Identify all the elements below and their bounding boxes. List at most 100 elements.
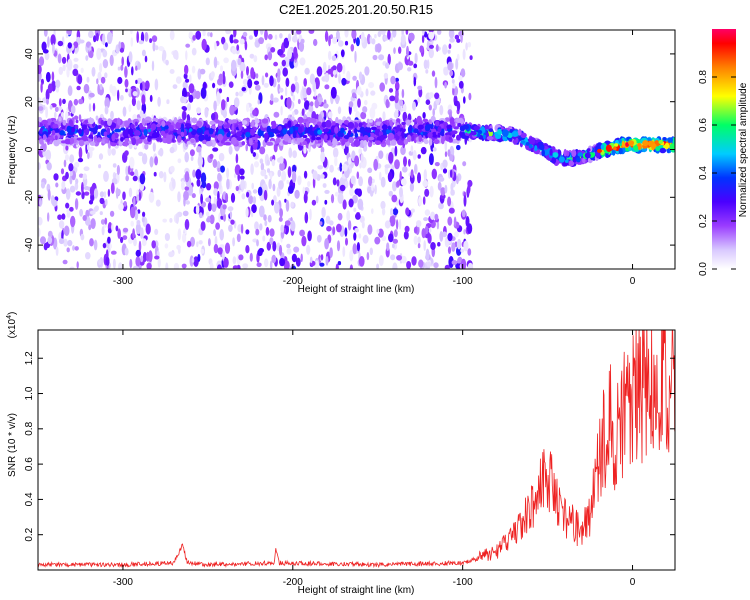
spectrogram-cell [111,148,116,156]
spectrogram-cell [209,214,215,225]
spectrogram-cell [229,104,235,116]
spectrogram-cell [250,137,258,140]
spectrogram-cell [423,139,429,145]
spectrogram-cell [435,120,440,127]
spectrogram-cell [300,253,303,263]
spectrogram-cell [110,110,114,120]
spectrogram-cell [272,241,277,252]
spectrogram-cell [197,253,201,262]
spectrogram-cell [393,111,399,119]
spectrogram-cell [273,111,280,118]
spectrogram-cell [396,124,401,133]
spectrogram-cell [72,68,79,77]
spectrogram-cell [354,227,360,233]
spectrogram-cell [127,165,131,175]
spectrogram-cell [253,30,259,38]
spectrogram-image [38,30,675,269]
spectrogram-cell [435,44,439,52]
spectrogram-cell [184,151,189,163]
spectrogram-cell [85,55,89,61]
spectrogram-cell [172,84,178,89]
spectrogram-cell [290,83,296,93]
spectrogram-cell [401,255,407,264]
spectrogram-cell [399,187,403,198]
spectrogram-cell [343,134,351,140]
spectrogram-cell [107,228,112,234]
spectrogram-cell [220,139,225,144]
spectrogram-cell [151,132,158,139]
spectrogram-cell [142,238,147,247]
spectrogram-cell [347,121,355,129]
spectrogram-cell [392,238,398,244]
spectrogram-cell [297,116,304,124]
spectrogram-cell [74,182,79,191]
spectrogram-cell [251,204,257,214]
spectrogram-cell [408,158,411,167]
spectrogram-cell [342,64,346,75]
spectrogram-cell [664,142,670,150]
spectrogram-cell [196,128,203,134]
spectrogram-cell [239,175,245,180]
spectrogram-cell [447,246,452,254]
spectrogram-cell [248,195,254,205]
spectrogram-cell [91,66,96,77]
spectrogram-cell [270,93,274,102]
spectrogram-cell [124,150,129,156]
spectrogram-cell [96,47,102,60]
spectrogram-cell [274,34,278,40]
spectrogram-cell [264,54,269,61]
spectrogram-cell [528,144,533,149]
spectrogram-cell [144,120,151,124]
spectrogram-cell [417,85,423,91]
spectrogram-cell [313,38,318,47]
x-tick-label: -100 [453,276,473,287]
spectrogram-cell [395,90,399,100]
spectrogram-y-label: Frequency (Hz) [7,116,18,185]
spectrogram-cell [213,56,218,69]
spectrogram-cell [77,157,84,163]
spectrogram-cell [105,198,108,206]
spectrogram-cell [417,154,421,159]
y-tick-label: 1.2 [24,351,35,365]
spectrogram-cell [177,191,181,203]
spectrogram-cell [425,99,431,105]
spectrogram-cell [266,141,274,146]
spectrogram-cell [154,156,159,166]
spectrogram-cell [62,98,66,104]
spectrogram-cell [394,145,398,157]
spectrogram-cell [261,118,269,124]
spectrogram-cell [324,238,329,250]
spectrogram-cell [358,122,363,128]
snr-plot-area [38,330,675,570]
spectrogram-cell [195,30,202,40]
spectrogram-cell [342,246,346,258]
spectrogram-cell [93,206,99,212]
spectrogram-cell [434,162,440,167]
spectrogram-cell [162,218,167,223]
spectrogram-cell [438,176,445,182]
spectrogram-cell [293,46,298,59]
spectrogram-cell [251,182,254,190]
spectrogram-cell [63,225,70,237]
spectrogram-cell [104,97,110,109]
spectrogram-cell [413,76,417,87]
spectrogram-cell [290,201,295,208]
spectrogram-cell [462,124,470,130]
y-tick-label: 20 [24,96,35,108]
spectrogram-cell [295,257,301,267]
spectrogram-cell [350,44,355,52]
spectrogram-cell [230,192,236,203]
spectrogram-cell [218,73,224,83]
spectrogram-cell [230,130,236,135]
spectrogram-cell [75,191,82,196]
spectrogram-cell [347,129,352,136]
spectrogram-cell [456,238,462,250]
spectrogram-cell [622,147,626,154]
spectrogram-cell [577,152,583,157]
colorbar-tick-label: 0.4 [698,166,709,180]
colorbar: 0.0 0.2 0.4 0.6 0.8 Normalized spectral ampl… [698,29,749,276]
spectrogram-cell [230,219,235,225]
spectrogram-cell [152,117,159,122]
spectrogram-cell [98,164,102,169]
spectrogram-cell [218,152,225,162]
